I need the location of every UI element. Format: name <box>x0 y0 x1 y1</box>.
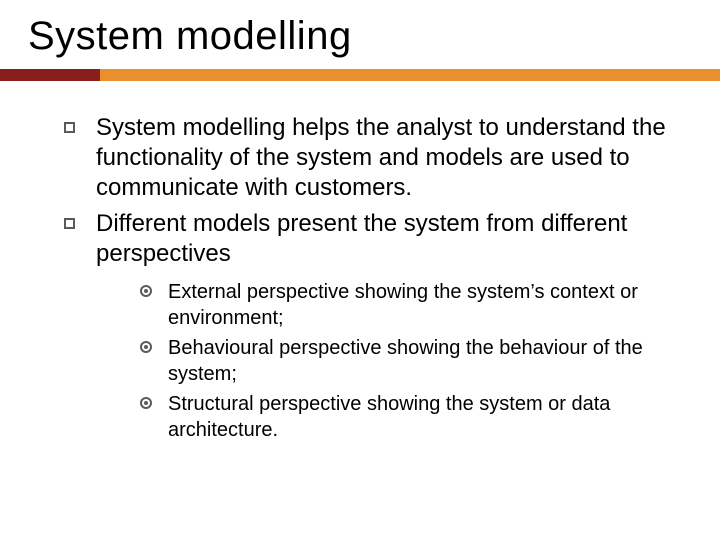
slide: System modelling System modelling helps … <box>0 0 720 540</box>
rule-maroon-segment <box>0 69 100 81</box>
slide-title: System modelling <box>0 0 720 69</box>
bullet-list: System modelling helps the analyst to un… <box>58 113 680 443</box>
list-item: System modelling helps the analyst to un… <box>58 113 680 203</box>
sub-bullet-text: Behavioural perspective showing the beha… <box>168 337 643 385</box>
sub-bullet-list: External perspective showing the system’… <box>96 279 680 443</box>
sub-bullet-text: Structural perspective showing the syste… <box>168 393 610 441</box>
bullet-text: System modelling helps the analyst to un… <box>96 114 666 201</box>
bullet-text: Different models present the system from… <box>96 210 627 267</box>
list-item: Structural perspective showing the syste… <box>138 391 680 443</box>
list-item: External perspective showing the system’… <box>138 279 680 331</box>
sub-bullet-text: External perspective showing the system’… <box>168 281 638 329</box>
divider-rule <box>0 69 720 87</box>
slide-body: System modelling helps the analyst to un… <box>0 87 720 443</box>
rule-orange-segment <box>100 69 720 81</box>
list-item: Behavioural perspective showing the beha… <box>138 335 680 387</box>
list-item: Different models present the system from… <box>58 209 680 443</box>
